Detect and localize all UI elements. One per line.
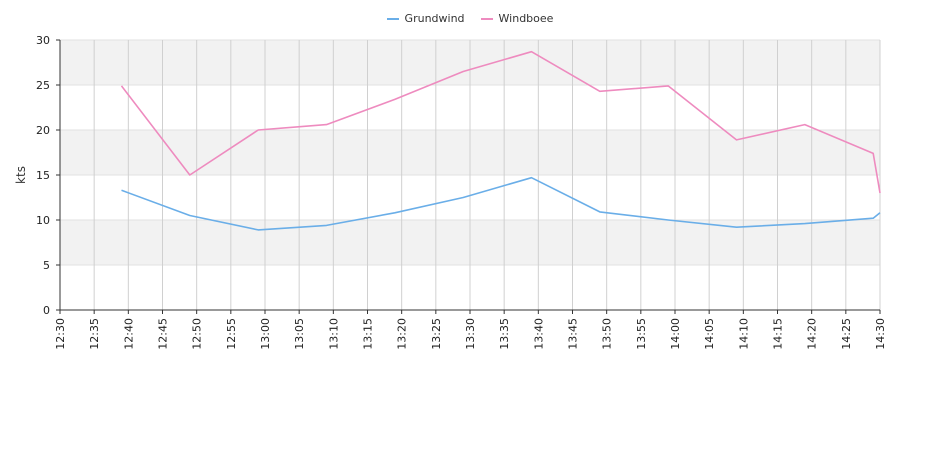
x-tick-label: 14:05 [703, 318, 716, 350]
x-tick-label: 13:55 [635, 318, 648, 350]
x-tick-label: 13:40 [532, 318, 545, 350]
x-tick-label: 14:30 [874, 318, 887, 350]
data-point-windboee [120, 85, 122, 87]
data-point-windboee [804, 123, 806, 125]
data-point-grundwind [462, 196, 464, 198]
data-point-grundwind [120, 189, 122, 191]
data-point-windboee [872, 152, 874, 154]
x-tick-label: 14:00 [669, 318, 682, 350]
x-tick-label: 13:50 [601, 318, 614, 350]
legend-label-windboee: Windboee [498, 12, 554, 25]
x-tick-label: 13:10 [327, 318, 340, 350]
legend-label-grundwind: Grundwind [404, 12, 465, 25]
data-point-grundwind [394, 212, 396, 214]
x-tick-label: 13:25 [430, 318, 443, 350]
x-tick-label: 12:50 [191, 318, 204, 350]
y-tick-label: 10 [36, 214, 50, 227]
data-point-windboee [879, 192, 881, 194]
data-point-windboee [257, 129, 259, 131]
x-tick-label: 13:05 [293, 318, 306, 350]
y-tick-label: 25 [36, 79, 50, 92]
y-tick-label: 20 [36, 124, 50, 137]
data-point-grundwind [599, 211, 601, 213]
series-line-grundwind [121, 176, 881, 231]
data-point-grundwind [325, 224, 327, 226]
y-tick-label: 0 [43, 304, 50, 317]
x-tick-label: 13:20 [396, 318, 409, 350]
x-tick-label: 14:25 [840, 318, 853, 350]
data-point-grundwind [735, 226, 737, 228]
legend-swatch-windboee [480, 17, 493, 20]
y-tick-label: 5 [43, 259, 50, 272]
y-tick-label: 15 [36, 169, 50, 182]
x-tick-label: 12:40 [122, 318, 135, 350]
data-point-windboee [530, 51, 532, 53]
x-tick-label: 13:45 [567, 318, 580, 350]
data-point-grundwind [257, 229, 259, 231]
data-point-windboee [735, 139, 737, 141]
legend: Grundwind Windboee [0, 12, 940, 25]
data-point-windboee [462, 70, 464, 72]
legend-swatch-grundwind [386, 17, 399, 20]
x-tick-label: 14:10 [737, 318, 750, 350]
legend-item-windboee[interactable]: Windboee [480, 12, 554, 25]
data-point-grundwind [879, 212, 881, 214]
data-point-windboee [325, 123, 327, 125]
data-point-grundwind [530, 177, 532, 179]
x-tick-label: 12:55 [225, 318, 238, 350]
data-point-windboee [189, 174, 191, 176]
data-point-grundwind [189, 214, 191, 216]
x-tick-label: 14:20 [806, 318, 819, 350]
x-tick-label: 12:45 [157, 318, 170, 350]
x-tick-label: 12:35 [88, 318, 101, 350]
x-tick-label: 13:00 [259, 318, 272, 350]
data-point-grundwind [667, 219, 669, 221]
y-tick-label: 30 [36, 34, 50, 47]
data-point-windboee [667, 85, 669, 87]
x-tick-label: 13:35 [498, 318, 511, 350]
legend-item-grundwind[interactable]: Grundwind [386, 12, 465, 25]
series-line-windboee [120, 50, 881, 194]
x-tick-label: 13:30 [464, 318, 477, 350]
data-point-windboee [599, 90, 601, 92]
data-point-grundwind [804, 222, 806, 224]
x-tick-label: 12:30 [54, 318, 67, 350]
x-tick-label: 14:15 [772, 318, 785, 350]
x-tick-label: 13:15 [362, 318, 375, 350]
data-point-windboee [394, 98, 396, 100]
data-point-grundwind [872, 217, 874, 219]
